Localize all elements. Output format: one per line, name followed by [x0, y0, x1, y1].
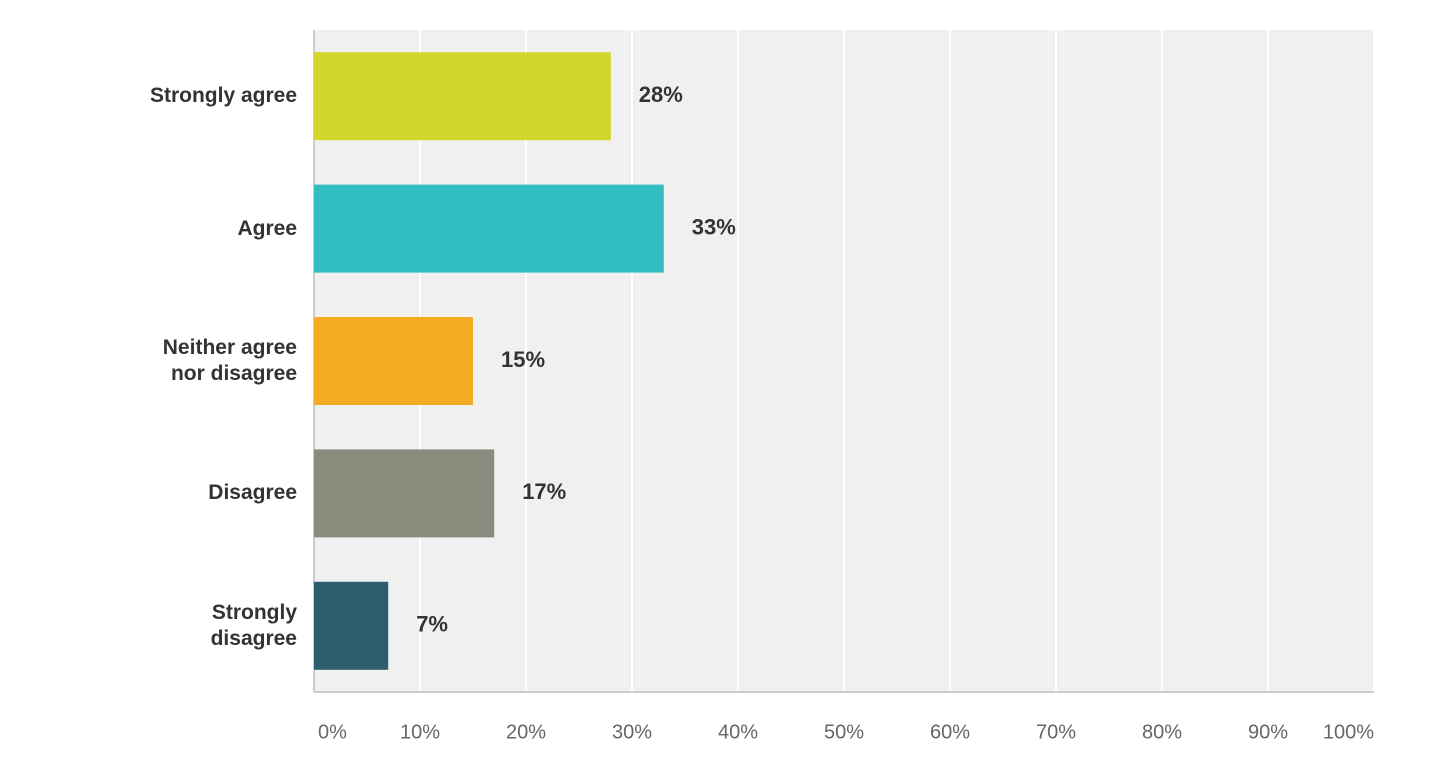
- category-label: Agree: [237, 216, 297, 240]
- category-label: Disagree: [208, 481, 297, 505]
- x-tick-label: 50%: [824, 721, 864, 743]
- bar: [314, 317, 473, 405]
- x-tick-label: 20%: [506, 721, 546, 743]
- value-label: 15%: [501, 347, 545, 372]
- bar: [314, 581, 389, 670]
- value-label: 7%: [416, 612, 448, 637]
- x-tick-label: 60%: [930, 721, 970, 743]
- value-label: 33%: [692, 214, 736, 239]
- bar: [314, 184, 664, 273]
- category-label: Strongly agree: [149, 84, 297, 108]
- value-label: 28%: [639, 82, 683, 107]
- value-label: 17%: [522, 479, 566, 504]
- bar: [314, 449, 495, 538]
- x-tick-label: 70%: [1036, 721, 1076, 743]
- category-label: Neither agree nor disagree: [162, 336, 297, 385]
- x-tick-label: 80%: [1142, 721, 1182, 743]
- x-tick-label: 40%: [718, 721, 758, 743]
- x-tick-label: 30%: [612, 721, 652, 743]
- bar: [314, 52, 611, 141]
- x-tick-label: 10%: [400, 721, 440, 743]
- x-tick-label: 0%: [318, 721, 347, 743]
- category-label: Strongly disagree: [210, 600, 297, 650]
- x-tick-label: 100%: [1323, 721, 1374, 743]
- x-tick-label: 90%: [1248, 721, 1288, 743]
